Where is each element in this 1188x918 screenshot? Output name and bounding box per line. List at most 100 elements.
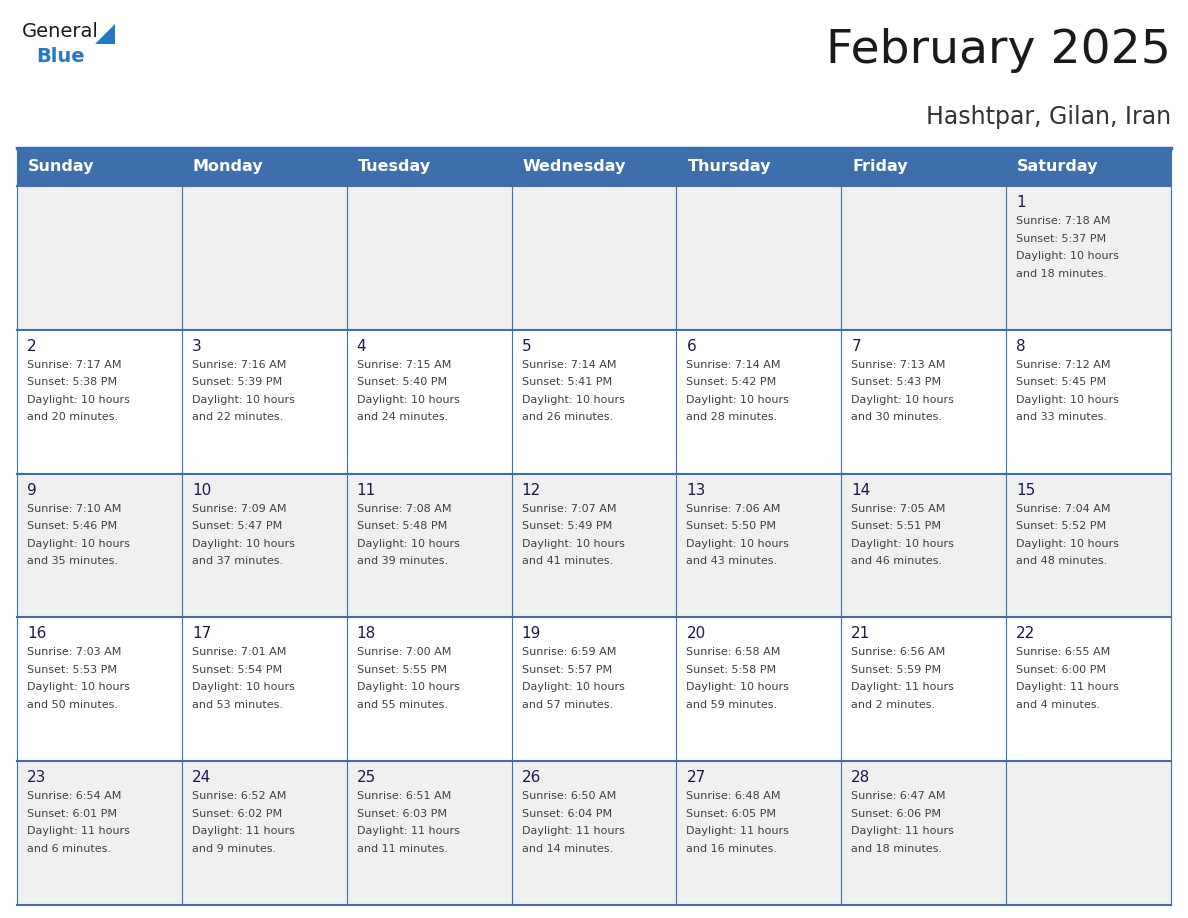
Text: 12: 12 (522, 483, 541, 498)
Text: Sunrise: 6:52 AM: Sunrise: 6:52 AM (191, 791, 286, 801)
Text: 16: 16 (27, 626, 46, 642)
Text: Sunrise: 7:14 AM: Sunrise: 7:14 AM (522, 360, 617, 370)
Text: 10: 10 (191, 483, 211, 498)
Text: Sunset: 6:02 PM: Sunset: 6:02 PM (191, 809, 282, 819)
Text: and 4 minutes.: and 4 minutes. (1016, 700, 1100, 710)
Text: and 28 minutes.: and 28 minutes. (687, 412, 778, 422)
Bar (841, 148, 1006, 186)
Text: and 33 minutes.: and 33 minutes. (1016, 412, 1107, 422)
Bar (17, 148, 182, 186)
Text: Daylight: 11 hours: Daylight: 11 hours (1016, 682, 1119, 692)
Text: 1: 1 (1016, 195, 1025, 210)
Text: Sunset: 6:00 PM: Sunset: 6:00 PM (1016, 665, 1106, 675)
Text: Sunrise: 7:06 AM: Sunrise: 7:06 AM (687, 504, 781, 513)
Text: Daylight: 10 hours: Daylight: 10 hours (522, 539, 625, 549)
Text: 13: 13 (687, 483, 706, 498)
Text: Daylight: 11 hours: Daylight: 11 hours (27, 826, 129, 836)
Text: Sunset: 6:01 PM: Sunset: 6:01 PM (27, 809, 116, 819)
Text: Sunrise: 7:17 AM: Sunrise: 7:17 AM (27, 360, 121, 370)
Text: Daylight: 10 hours: Daylight: 10 hours (522, 682, 625, 692)
Text: Sunset: 5:47 PM: Sunset: 5:47 PM (191, 521, 282, 532)
Text: 6: 6 (687, 339, 696, 353)
Text: Daylight: 10 hours: Daylight: 10 hours (1016, 251, 1119, 261)
Text: Sunrise: 7:10 AM: Sunrise: 7:10 AM (27, 504, 121, 513)
Text: and 57 minutes.: and 57 minutes. (522, 700, 613, 710)
Text: Daylight: 10 hours: Daylight: 10 hours (27, 539, 129, 549)
Text: Sunrise: 6:48 AM: Sunrise: 6:48 AM (687, 791, 781, 801)
Text: 21: 21 (852, 626, 871, 642)
Text: Sunset: 5:41 PM: Sunset: 5:41 PM (522, 377, 612, 387)
Text: Sunrise: 7:07 AM: Sunrise: 7:07 AM (522, 504, 617, 513)
Text: 23: 23 (27, 770, 46, 785)
Text: Tuesday: Tuesday (358, 160, 431, 174)
Text: and 30 minutes.: and 30 minutes. (852, 412, 942, 422)
Text: Sunset: 5:57 PM: Sunset: 5:57 PM (522, 665, 612, 675)
Text: Sunset: 5:52 PM: Sunset: 5:52 PM (1016, 521, 1106, 532)
Text: 4: 4 (356, 339, 366, 353)
Text: and 20 minutes.: and 20 minutes. (27, 412, 118, 422)
Text: Daylight: 10 hours: Daylight: 10 hours (852, 539, 954, 549)
Text: Sunrise: 7:13 AM: Sunrise: 7:13 AM (852, 360, 946, 370)
Text: Sunset: 6:03 PM: Sunset: 6:03 PM (356, 809, 447, 819)
Text: 8: 8 (1016, 339, 1025, 353)
Text: Daylight: 10 hours: Daylight: 10 hours (356, 395, 460, 405)
Text: Wednesday: Wednesday (523, 160, 626, 174)
Text: Daylight: 10 hours: Daylight: 10 hours (191, 539, 295, 549)
Bar (676, 148, 841, 186)
Text: Friday: Friday (852, 160, 908, 174)
Text: and 22 minutes.: and 22 minutes. (191, 412, 283, 422)
Text: and 14 minutes.: and 14 minutes. (522, 844, 613, 854)
Text: Daylight: 11 hours: Daylight: 11 hours (687, 826, 789, 836)
Text: 25: 25 (356, 770, 375, 785)
Text: Sunset: 5:45 PM: Sunset: 5:45 PM (1016, 377, 1106, 387)
Text: Sunrise: 7:15 AM: Sunrise: 7:15 AM (356, 360, 451, 370)
Text: 2: 2 (27, 339, 37, 353)
Text: Sunrise: 6:47 AM: Sunrise: 6:47 AM (852, 791, 946, 801)
Text: and 26 minutes.: and 26 minutes. (522, 412, 613, 422)
Text: and 46 minutes.: and 46 minutes. (852, 556, 942, 566)
Text: 14: 14 (852, 483, 871, 498)
Text: Sunset: 5:40 PM: Sunset: 5:40 PM (356, 377, 447, 387)
Text: Sunrise: 6:50 AM: Sunrise: 6:50 AM (522, 791, 615, 801)
Text: Sunset: 5:58 PM: Sunset: 5:58 PM (687, 665, 777, 675)
Text: Daylight: 11 hours: Daylight: 11 hours (356, 826, 460, 836)
Text: Sunset: 6:05 PM: Sunset: 6:05 PM (687, 809, 777, 819)
Text: Daylight: 11 hours: Daylight: 11 hours (852, 826, 954, 836)
Text: Sunrise: 7:08 AM: Sunrise: 7:08 AM (356, 504, 451, 513)
Text: Sunset: 5:59 PM: Sunset: 5:59 PM (852, 665, 941, 675)
Text: and 50 minutes.: and 50 minutes. (27, 700, 118, 710)
Text: Daylight: 11 hours: Daylight: 11 hours (191, 826, 295, 836)
Text: and 6 minutes.: and 6 minutes. (27, 844, 110, 854)
Text: Sunrise: 7:12 AM: Sunrise: 7:12 AM (1016, 360, 1111, 370)
Text: 7: 7 (852, 339, 861, 353)
Text: 19: 19 (522, 626, 541, 642)
Text: Daylight: 10 hours: Daylight: 10 hours (27, 682, 129, 692)
Text: Sunrise: 7:05 AM: Sunrise: 7:05 AM (852, 504, 946, 513)
Text: 28: 28 (852, 770, 871, 785)
Text: Daylight: 10 hours: Daylight: 10 hours (191, 682, 295, 692)
Text: and 41 minutes.: and 41 minutes. (522, 556, 613, 566)
Bar (182, 148, 347, 186)
Text: 27: 27 (687, 770, 706, 785)
Text: 17: 17 (191, 626, 211, 642)
Text: Sunrise: 6:59 AM: Sunrise: 6:59 AM (522, 647, 615, 657)
Text: Sunday: Sunday (29, 160, 95, 174)
Text: Sunset: 5:38 PM: Sunset: 5:38 PM (27, 377, 118, 387)
Text: Sunrise: 6:56 AM: Sunrise: 6:56 AM (852, 647, 946, 657)
Bar (17, 474, 1171, 618)
Text: and 37 minutes.: and 37 minutes. (191, 556, 283, 566)
Bar (17, 761, 1171, 905)
Text: 22: 22 (1016, 626, 1036, 642)
Text: and 11 minutes.: and 11 minutes. (356, 844, 448, 854)
Text: February 2025: February 2025 (826, 28, 1171, 73)
Text: Sunset: 6:06 PM: Sunset: 6:06 PM (852, 809, 941, 819)
Text: Daylight: 10 hours: Daylight: 10 hours (191, 395, 295, 405)
Polygon shape (95, 24, 115, 44)
Text: 3: 3 (191, 339, 202, 353)
Text: 18: 18 (356, 626, 375, 642)
Text: Sunset: 5:37 PM: Sunset: 5:37 PM (1016, 233, 1106, 243)
Bar (17, 618, 1171, 761)
Text: and 9 minutes.: and 9 minutes. (191, 844, 276, 854)
Text: Hashtpar, Gilan, Iran: Hashtpar, Gilan, Iran (925, 105, 1171, 129)
Text: Sunrise: 6:51 AM: Sunrise: 6:51 AM (356, 791, 451, 801)
